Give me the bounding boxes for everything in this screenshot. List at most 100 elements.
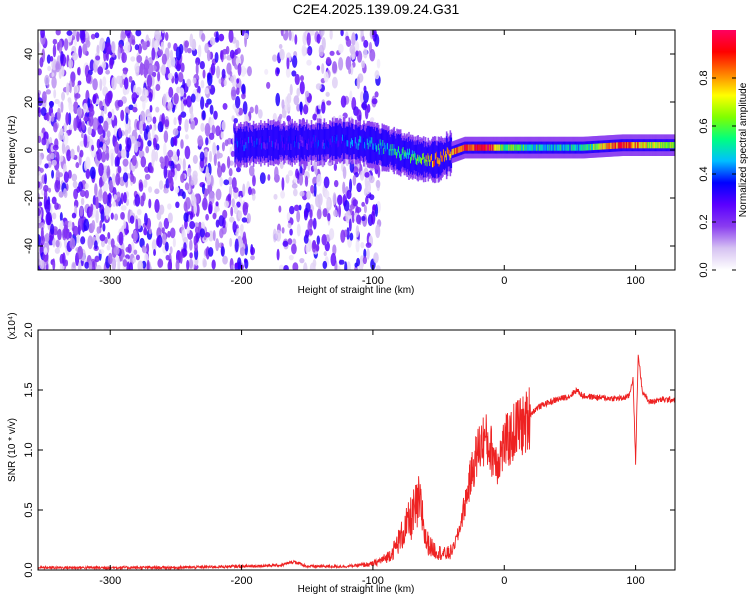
spectrogram-noise-cell (191, 93, 196, 102)
spectrogram-noise-cell (173, 238, 176, 248)
spectrogram-noise-cell (46, 89, 51, 94)
spectrogram-noise-cell (87, 97, 90, 108)
spectrogram-noise-cell (255, 105, 259, 115)
spectrogram-noise-cell (279, 44, 283, 49)
spectrogram-noise-cell (63, 224, 68, 238)
spectrogram-noise-cell (282, 227, 285, 233)
snr-x-tick-label: -200 (231, 575, 253, 587)
spectrogram-noise-cell (225, 139, 229, 146)
spectrogram-noise-cell (202, 197, 208, 210)
spectrogram-noise-cell (66, 83, 70, 96)
spectrogram-noise-cell (60, 155, 64, 162)
spectrogram-noise-cell (103, 121, 108, 132)
spectrogram-noise-cell (234, 205, 238, 214)
spectrogram-noise-cell (222, 69, 226, 79)
spectrogram-noise-cell (198, 45, 201, 58)
spectrogram-noise-cell (99, 249, 105, 254)
spectrogram-x-label: Height of straight line (km) (298, 285, 415, 296)
spectrogram-noise-cell (68, 59, 73, 68)
spectrogram-noise-cell (176, 163, 180, 171)
spectrogram-noise-cell (157, 259, 163, 268)
spectrogram-noise-cell (216, 150, 219, 159)
spectrogram-noise-cell (305, 91, 309, 98)
spectrogram-x-tick-label: 0 (501, 275, 507, 287)
spectrogram-noise-cell (51, 160, 56, 166)
spectrogram-noise-cell (102, 191, 107, 204)
spectrogram-noise-cell (147, 75, 152, 88)
spectrogram-noise-cell (339, 260, 345, 265)
spectrogram-noise-cell (324, 251, 327, 256)
spectrogram-noise-cell (356, 225, 359, 237)
spectrogram-noise-cell (97, 148, 102, 160)
spectrogram-noise-cell (348, 68, 351, 75)
spectrogram-noise-cell (156, 237, 160, 246)
spectrogram-noise-cell (222, 142, 225, 151)
spectrogram-noise-cell (186, 79, 191, 88)
spectrogram-noise-cell (132, 257, 136, 262)
spectrogram-noise-cell (139, 121, 143, 135)
spectrogram-noise-cell (94, 256, 99, 263)
spectrogram-noise-cell (54, 180, 60, 192)
colorbar: 0.00.20.40.60.8 Normalized spectral ampl… (698, 30, 749, 278)
spectrogram-noise-cell (344, 261, 347, 275)
spectrogram-noise-cell (235, 96, 240, 109)
spectrogram-noise-cell (184, 201, 188, 211)
spectrogram-noise-cell (238, 238, 243, 248)
spectrogram-noise-cell (76, 234, 79, 243)
spectrogram-noise-cell (244, 258, 247, 263)
spectrogram-noise-cell (144, 89, 148, 96)
spectrogram-noise-cell (167, 150, 173, 158)
spectrogram-noise-cell (292, 55, 297, 68)
spectrogram-noise-cell (89, 260, 93, 271)
spectrogram-noise-cell (87, 235, 93, 249)
spectrogram-noise-cell (338, 205, 341, 218)
spectrogram-noise-cell (321, 234, 326, 245)
spectrogram-noise-cell (44, 247, 48, 255)
spectrogram-noise-cell (341, 95, 347, 107)
spectrogram-noise-cell (80, 236, 85, 244)
spectrogram-noise-cell (167, 42, 170, 49)
spectrogram-noise-cell (121, 205, 127, 211)
spectrogram-noise-cell (356, 207, 361, 213)
spectrogram-noise-cell (376, 180, 381, 188)
spectrogram-noise-cell (289, 255, 294, 261)
spectrogram-noise-cell (189, 240, 192, 251)
spectrogram-noise-cell (109, 203, 112, 208)
spectrogram-noise-cell (103, 143, 106, 152)
spectrogram-noise-cell (44, 75, 49, 86)
spectrogram-noise-cell (46, 212, 52, 225)
spectrogram-noise-cell (241, 66, 246, 77)
spectrogram-noise-cell (249, 166, 255, 177)
spectrogram-noise-cell (321, 102, 325, 114)
spectrogram-noise-cell (102, 223, 105, 232)
spectrogram-noise-cell (118, 47, 121, 60)
spectrogram-noise-cell (233, 187, 238, 193)
spectrogram-noise-cell (212, 259, 216, 269)
spectrogram-noise-cell (223, 179, 229, 185)
spectrogram-noise-cell (208, 247, 213, 257)
spectrogram-noise-cell (118, 166, 122, 174)
spectrogram-noise-cell (327, 213, 330, 222)
spectrogram-noise-cell (205, 137, 208, 145)
spectrogram-noise-cell (78, 261, 82, 274)
spectrogram-noise-cell (123, 192, 127, 203)
spectrogram-noise-cell (321, 28, 325, 36)
spectrogram-noise-cell (120, 212, 125, 220)
spectrogram-noise-cell (78, 218, 83, 231)
snr-y-tick-label: 1.5 (23, 382, 35, 397)
spectrogram-noise-cell (139, 182, 144, 192)
spectrogram-panel: -300 -200 -100 0 100 -40-2002040 Height of s… (7, 24, 675, 296)
spectrogram-noise-cell (316, 245, 319, 252)
spectrogram-noise-cell (79, 206, 83, 217)
spectrogram-y-tick-label: 0 (23, 147, 35, 153)
spectrogram-noise-cell (329, 51, 334, 56)
spectrogram-noise-cell (316, 83, 322, 90)
spectrogram-noise-cell (238, 210, 242, 219)
spectrogram-noise-cell (229, 168, 233, 176)
spectrogram-noise-cell (215, 125, 220, 136)
spectrogram-noise-cell (86, 73, 91, 83)
spectrogram-noise-cell (290, 84, 293, 95)
spectrogram-noise-cell (132, 92, 138, 102)
spectrogram-noise-cell (50, 153, 55, 160)
spectrogram-noise-cell (123, 220, 126, 229)
